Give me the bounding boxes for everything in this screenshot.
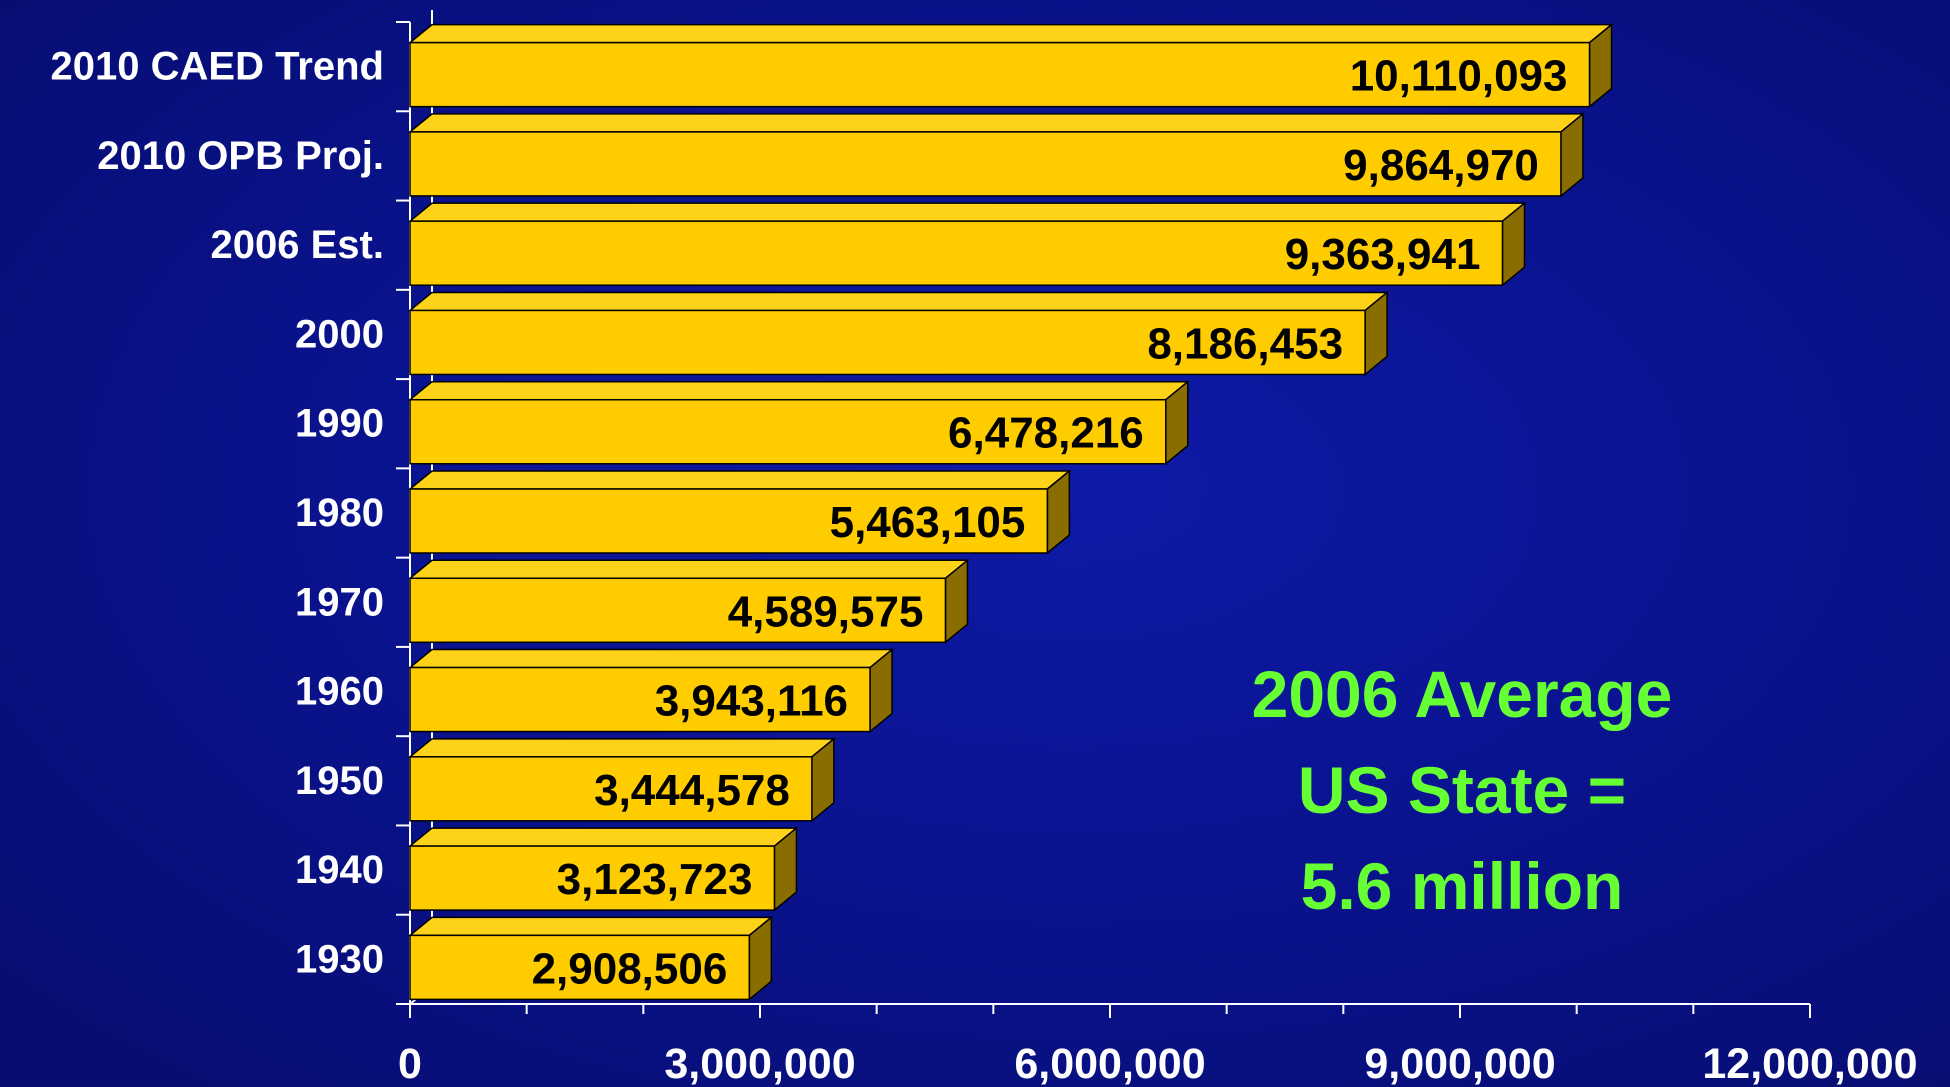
bar (409, 756, 813, 822)
category-label: 2000 (295, 312, 384, 356)
bar (409, 488, 1049, 554)
category-label: 1940 (295, 848, 384, 892)
bar (409, 41, 1591, 108)
x-tick-label: 3,000,000 (664, 1040, 855, 1087)
bar-top (407, 23, 1614, 44)
category-label: 2010 OPB Proj. (97, 134, 384, 178)
category-label: 2006 Est. (211, 223, 384, 267)
bar-value-label: 2,908,506 (532, 944, 728, 993)
category-label: 1970 (295, 580, 384, 624)
category-label: 1950 (295, 759, 384, 803)
category-label: 1960 (295, 670, 384, 714)
annotation-line: 5.6 million (1301, 849, 1624, 923)
bar-top (407, 380, 1190, 401)
bar-value-label: 3,444,578 (594, 766, 790, 815)
bar-top (407, 738, 836, 758)
x-tick-label: 12,000,000 (1702, 1040, 1917, 1087)
bar-top (407, 648, 895, 669)
bar (409, 845, 776, 911)
bar-top (407, 827, 799, 847)
bar (409, 398, 1167, 465)
bar (409, 220, 1504, 286)
category-label: 1980 (295, 491, 384, 535)
bar-value-label: 6,478,216 (948, 409, 1144, 458)
category-label: 2010 CAED Trend (51, 45, 384, 89)
bar-value-label: 8,186,453 (1147, 319, 1343, 368)
x-tick-label: 9,000,000 (1364, 1040, 1555, 1087)
category-label: 1930 (295, 937, 384, 981)
bar (409, 934, 751, 1001)
bar-value-label: 9,864,970 (1343, 141, 1539, 190)
category-label: 1990 (295, 402, 384, 446)
bar-value-label: 4,589,575 (728, 587, 924, 636)
bars (407, 23, 1614, 1001)
bar-value-label: 3,123,723 (557, 855, 753, 904)
bar-top (407, 113, 1586, 133)
bar-top (407, 202, 1527, 222)
bar (409, 666, 871, 733)
bar (409, 309, 1366, 376)
annotation-line: US State = (1298, 753, 1626, 827)
bar-top (407, 291, 1390, 312)
bar (409, 131, 1562, 197)
bar-value-label: 9,363,941 (1285, 230, 1481, 279)
annotation: 2006 Average US State = 5.6 million (1252, 657, 1673, 923)
bar-top (407, 916, 774, 937)
labels: 0 3,000,000 6,000,000 9,000,000 12,000,000 10… (51, 45, 1918, 1087)
bar-top (407, 559, 970, 580)
bar-value-label: 5,463,105 (830, 498, 1026, 547)
x-tick-label: 0 (398, 1040, 422, 1087)
bar-value-label: 10,110,093 (1350, 52, 1568, 101)
bar (409, 577, 947, 644)
annotation-line: 2006 Average (1252, 657, 1673, 731)
x-tick-label: 6,000,000 (1014, 1040, 1205, 1087)
bar-top (407, 470, 1072, 490)
bar-value-label: 3,943,116 (655, 677, 848, 726)
